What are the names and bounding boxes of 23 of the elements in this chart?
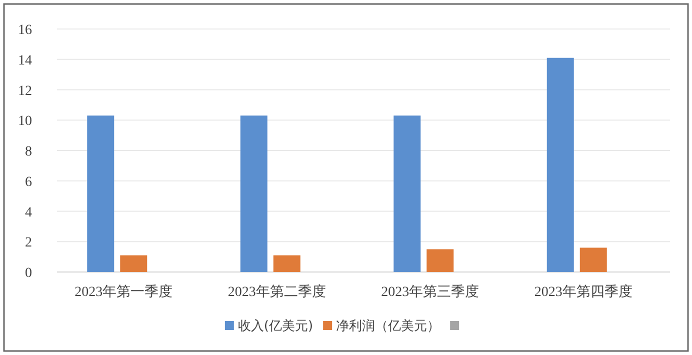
legend-label: 收入(亿美元) [238, 318, 314, 334]
y-tick-label: 16 [18, 23, 32, 38]
bar [546, 58, 574, 272]
x-tick-label: 2023年第四季度 [534, 284, 632, 300]
bar [580, 248, 607, 272]
y-tick-label: 6 [25, 174, 32, 190]
bar [87, 116, 114, 272]
y-tick-label: 14 [18, 53, 32, 68]
y-tick-label: 4 [25, 205, 32, 220]
bar [394, 116, 421, 272]
bar [426, 249, 454, 272]
legend-label: 净利润（亿美元） [336, 318, 440, 334]
y-tick-label: 2 [25, 236, 32, 251]
x-tick-label: 2023年第三季度 [381, 284, 480, 300]
y-tick-label: 10 [18, 114, 32, 130]
x-tick-label: 2023年第一季度 [74, 284, 173, 300]
bar [120, 255, 148, 272]
bar [273, 255, 300, 272]
y-tick-label: 12 [18, 84, 32, 99]
bar [240, 116, 268, 272]
x-tick-label: 2023年第二季度 [228, 284, 326, 300]
y-tick-label: 8 [25, 144, 32, 160]
y-tick-label: 0 [25, 266, 32, 281]
